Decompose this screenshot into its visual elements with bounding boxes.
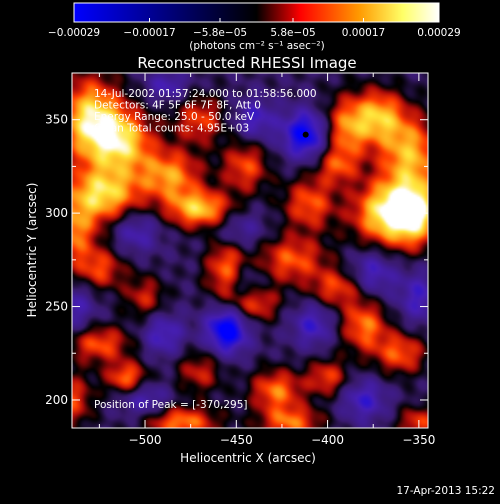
heatmap-image (72, 73, 428, 428)
peak-position-label: Position of Peak = [-370,295] (94, 399, 248, 411)
colorbar-tick-label: 0.00017 (342, 27, 385, 39)
colorbar-units-label: (photons cm⁻² s⁻¹ asec⁻²) (189, 40, 324, 52)
colorbar-tick-label: 5.8e−05 (270, 27, 315, 39)
plot-frame (71, 72, 429, 429)
colorbar-tick-label: 0.00029 (417, 27, 460, 39)
annotation-line: Clean Total counts: 4.95E+03 (94, 123, 249, 135)
colorbar-tick-label: −0.00017 (123, 27, 175, 39)
marker-dot (302, 131, 309, 138)
x-tick-label: −400 (311, 433, 344, 447)
y-axis-ticks: 200 250 300 350 (45, 72, 428, 407)
x-axis-label: Heliocentric X (arcsec) (180, 451, 316, 465)
peak-marker (302, 131, 309, 138)
annotation-line: Energy Range: 25.0 - 50.0 keV (94, 111, 255, 123)
y-axis-label: Heliocentric Y (arcsec) (25, 183, 39, 318)
colorbar-tick-label: −0.00029 (48, 27, 100, 39)
colorbar-tick-label: −5.8e−05 (193, 27, 247, 39)
x-tick-label: −500 (129, 433, 162, 447)
footer-date: 17-Apr-2013 15:22 (396, 485, 495, 497)
x-tick-label: −350 (402, 433, 435, 447)
y-tick-label: 300 (45, 206, 68, 220)
y-tick-label: 200 (45, 393, 68, 407)
colorbar-ticks: −0.00029 −0.00017 −5.8e−05 5.8e−05 0.00017 0.… (48, 18, 461, 39)
colorbar (73, 2, 440, 23)
y-tick-label: 250 (45, 300, 68, 314)
chart-title: Reconstructed RHESSI Image (137, 54, 356, 72)
annotation-line: 14-Jul-2002 01:57:24.000 to 01:58:56.000 (94, 88, 317, 100)
x-tick-label: −450 (220, 433, 253, 447)
annotation-line: Detectors: 4F 5F 6F 7F 8F, Att 0 (94, 100, 261, 112)
x-axis-ticks: −500 −450 −400 −350 (98, 73, 435, 447)
annotations: 14-Jul-2002 01:57:24.000 to 01:58:56.000… (94, 88, 317, 135)
y-tick-label: 350 (45, 113, 68, 127)
